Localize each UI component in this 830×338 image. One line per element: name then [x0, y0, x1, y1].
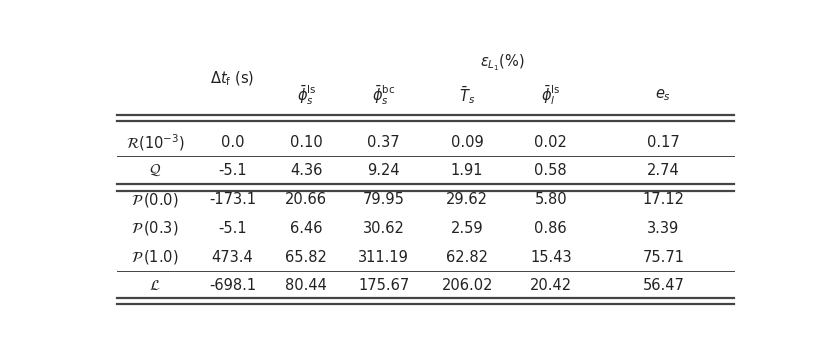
- Text: 206.02: 206.02: [442, 278, 493, 293]
- Text: $\mathcal{L}$: $\mathcal{L}$: [149, 278, 161, 293]
- Text: 30.62: 30.62: [363, 221, 404, 236]
- Text: $\bar{\phi}_s^\mathrm{bc}$: $\bar{\phi}_s^\mathrm{bc}$: [372, 83, 395, 107]
- Text: 0.86: 0.86: [535, 221, 567, 236]
- Text: 4.36: 4.36: [290, 163, 323, 178]
- Text: $e_s$: $e_s$: [656, 87, 671, 103]
- Text: 0.10: 0.10: [290, 135, 323, 150]
- Text: $\bar{\phi}_l^\mathrm{ls}$: $\bar{\phi}_l^\mathrm{ls}$: [541, 83, 560, 107]
- Text: 2.74: 2.74: [647, 163, 680, 178]
- Text: 56.47: 56.47: [642, 278, 684, 293]
- Text: -5.1: -5.1: [218, 221, 247, 236]
- Text: 0.37: 0.37: [367, 135, 400, 150]
- Text: 3.39: 3.39: [647, 221, 680, 236]
- Text: 20.66: 20.66: [286, 192, 327, 207]
- Text: 5.80: 5.80: [535, 192, 567, 207]
- Text: 75.71: 75.71: [642, 249, 685, 265]
- Text: 0.0: 0.0: [221, 135, 244, 150]
- Text: 2.59: 2.59: [451, 221, 484, 236]
- Text: 9.24: 9.24: [367, 163, 400, 178]
- Text: 17.12: 17.12: [642, 192, 685, 207]
- Text: 175.67: 175.67: [358, 278, 409, 293]
- Text: 20.42: 20.42: [530, 278, 572, 293]
- Text: 0.02: 0.02: [535, 135, 567, 150]
- Text: 0.58: 0.58: [535, 163, 567, 178]
- Text: $\Delta t_\mathrm{f}$ (s): $\Delta t_\mathrm{f}$ (s): [210, 70, 255, 88]
- Text: $\bar{T}_s$: $\bar{T}_s$: [459, 84, 476, 106]
- Text: $\varepsilon_{L_1}(\%)$: $\varepsilon_{L_1}(\%)$: [480, 52, 525, 73]
- Text: 65.82: 65.82: [286, 249, 327, 265]
- Text: -5.1: -5.1: [218, 163, 247, 178]
- Text: $\mathcal{Q}$: $\mathcal{Q}$: [149, 163, 161, 178]
- Text: 311.19: 311.19: [358, 249, 409, 265]
- Text: 62.82: 62.82: [447, 249, 488, 265]
- Text: $\mathcal{P}\,(0.0)$: $\mathcal{P}\,(0.0)$: [131, 191, 179, 209]
- Text: $\bar{\phi}_s^\mathrm{ls}$: $\bar{\phi}_s^\mathrm{ls}$: [296, 83, 316, 107]
- Text: 0.17: 0.17: [647, 135, 680, 150]
- Text: 0.09: 0.09: [451, 135, 484, 150]
- Text: 29.62: 29.62: [447, 192, 488, 207]
- Text: $\mathcal{P}\,(0.3)$: $\mathcal{P}\,(0.3)$: [131, 219, 179, 238]
- Text: 80.44: 80.44: [286, 278, 327, 293]
- Text: 15.43: 15.43: [530, 249, 572, 265]
- Text: 79.95: 79.95: [363, 192, 404, 207]
- Text: 1.91: 1.91: [451, 163, 483, 178]
- Text: 6.46: 6.46: [290, 221, 323, 236]
- Text: $\mathcal{P}\,(1.0)$: $\mathcal{P}\,(1.0)$: [131, 248, 179, 266]
- Text: -173.1: -173.1: [209, 192, 256, 207]
- Text: $\mathcal{R}(10^{-3})$: $\mathcal{R}(10^{-3})$: [126, 132, 184, 153]
- Text: 473.4: 473.4: [212, 249, 253, 265]
- Text: -698.1: -698.1: [209, 278, 256, 293]
